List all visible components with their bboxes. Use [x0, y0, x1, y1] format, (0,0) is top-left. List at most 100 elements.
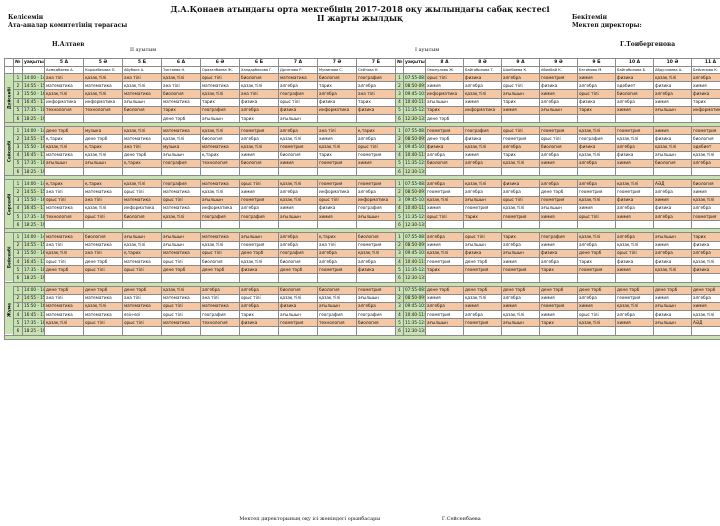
lesson-cell: дене тәрб: [577, 285, 616, 295]
lesson-cell: геометрия: [463, 203, 502, 214]
lesson-time: 14:55 - 15:40: [22, 81, 45, 91]
lesson-number: 5: [13, 318, 23, 328]
table-row: 618:25 - 19:10612:30-13:15: [5, 167, 720, 177]
lesson-cell: [577, 220, 616, 230]
lesson-cell: [501, 113, 540, 124]
lesson-cell: қазақ тілі: [83, 150, 123, 160]
lesson-time: 14:00 - 14:45: [22, 126, 45, 136]
lesson-cell: [200, 273, 240, 283]
lesson-cell: қазақ тілі: [200, 187, 240, 197]
lesson-number: 3: [395, 248, 404, 258]
lesson-cell: орыс тілі: [501, 81, 540, 91]
lesson-cell: қ.тарих: [200, 150, 240, 160]
lesson-cell: информатика: [200, 203, 240, 214]
lesson-cell: қазақ тілі: [691, 150, 720, 160]
lesson-time: 09:45-10:30: [403, 301, 426, 312]
lesson-number: 6: [13, 167, 23, 177]
lesson-cell: тарих: [425, 105, 464, 115]
lesson-cell: математика: [44, 301, 84, 312]
lesson-cell: алгебра: [577, 179, 616, 189]
lesson-cell: орыс тілі: [317, 195, 357, 205]
num-header: №: [395, 58, 404, 67]
lesson-cell: орыс тілі: [425, 211, 464, 222]
lesson-number: 4: [13, 97, 23, 107]
lesson-cell: алгебра: [691, 158, 720, 169]
teacher-name: Абубаке А.: [122, 66, 162, 74]
lesson-cell: химия: [501, 301, 540, 312]
lesson-time: 09:45-10:30: [403, 142, 426, 152]
teacher-name: Абилбай К.: [539, 66, 578, 74]
lesson-cell: [539, 167, 578, 177]
lesson-number: 4: [13, 203, 23, 214]
lesson-cell: дене тәрб: [161, 113, 201, 124]
lesson-cell: қазақ тілі: [278, 134, 318, 144]
lesson-cell: ағылшын: [463, 195, 502, 205]
lesson-cell: [356, 220, 396, 230]
lesson-cell: орыс тілі: [463, 232, 502, 242]
table-row: 214:55 - 15:40математикаматематикақазақ …: [5, 81, 720, 91]
lesson-cell: [577, 167, 616, 177]
time-header: уақыты: [22, 58, 45, 67]
lesson-cell: [615, 273, 654, 283]
lesson-cell: алгебра: [317, 248, 357, 258]
lesson-cell: [278, 220, 318, 230]
lesson-cell: ана тілі: [239, 89, 279, 99]
lesson-cell: қазақ тілі: [83, 89, 123, 99]
lesson-time: 15:50 - 16:35: [22, 248, 45, 258]
lesson-cell: тарих: [501, 232, 540, 242]
lesson-cell: қ.тарих: [44, 179, 84, 189]
footer-position: Мектеп директорының оқу ісі жөніндегі ор…: [239, 516, 381, 522]
lesson-cell: физика: [239, 318, 279, 328]
lesson-cell: химия: [539, 89, 578, 99]
lesson-number: 5: [13, 105, 23, 115]
lesson-cell: орыс тілі: [239, 179, 279, 189]
lesson-cell: геометрия: [539, 195, 578, 205]
lesson-cell: ағылшын: [278, 310, 318, 320]
lesson-cell: қазақ тілі: [615, 301, 654, 312]
lesson-number: 6: [395, 326, 404, 336]
lesson-cell: орыс тілі: [356, 142, 396, 152]
lesson-cell: алгебра: [615, 203, 654, 214]
separator-cell: [4, 334, 720, 340]
lesson-cell: дене тәрб: [278, 265, 318, 275]
lesson-cell: әдебиет: [615, 81, 654, 91]
lesson-cell: [200, 167, 240, 177]
lesson-cell: дене тәрб: [501, 285, 540, 295]
lesson-cell: алгебра: [615, 97, 654, 107]
lesson-cell: химия: [239, 187, 279, 197]
lesson-cell: геометрия: [356, 179, 396, 189]
teacher-name: Оразалбаева Ж.: [200, 66, 240, 74]
lesson-cell: [161, 167, 201, 177]
lesson-cell: физика: [653, 81, 692, 91]
blank-cell: [13, 66, 23, 74]
class-header: 7 Б: [356, 58, 396, 67]
lesson-cell: информатика: [122, 203, 162, 214]
lesson-cell: [356, 113, 396, 124]
lesson-cell: [83, 273, 123, 283]
lesson-cell: [278, 273, 318, 283]
lesson-cell: қазақ тілі: [200, 240, 240, 250]
lesson-cell: [83, 326, 123, 336]
lesson-cell: қазақ тілі: [653, 142, 692, 152]
lesson-cell: орыс тілі: [501, 195, 540, 205]
lesson-cell: математика: [122, 301, 162, 312]
lesson-time: 16:45 - 17:30: [22, 150, 45, 160]
lesson-number: 1: [13, 285, 23, 295]
lesson-cell: тарих: [577, 256, 616, 267]
lesson-cell: орыс тілі: [278, 97, 318, 107]
lesson-cell: дене тәрб: [44, 265, 84, 275]
lesson-cell: [317, 273, 357, 283]
lesson-cell: алгебра: [615, 142, 654, 152]
lesson-time: 11:35-12:20: [403, 265, 426, 275]
lesson-number: 6: [395, 113, 404, 124]
lesson-cell: физика: [239, 97, 279, 107]
lesson-cell: алгебра: [278, 81, 318, 91]
lesson-cell: қазақ тілі: [463, 142, 502, 152]
lesson-cell: [501, 273, 540, 283]
lesson-number: 3: [13, 89, 23, 99]
lesson-number: 5: [13, 265, 23, 275]
lesson-cell: алгебра: [577, 240, 616, 250]
lesson-number: 6: [13, 273, 23, 283]
teacher-name: Бейсенова К.: [691, 66, 720, 74]
